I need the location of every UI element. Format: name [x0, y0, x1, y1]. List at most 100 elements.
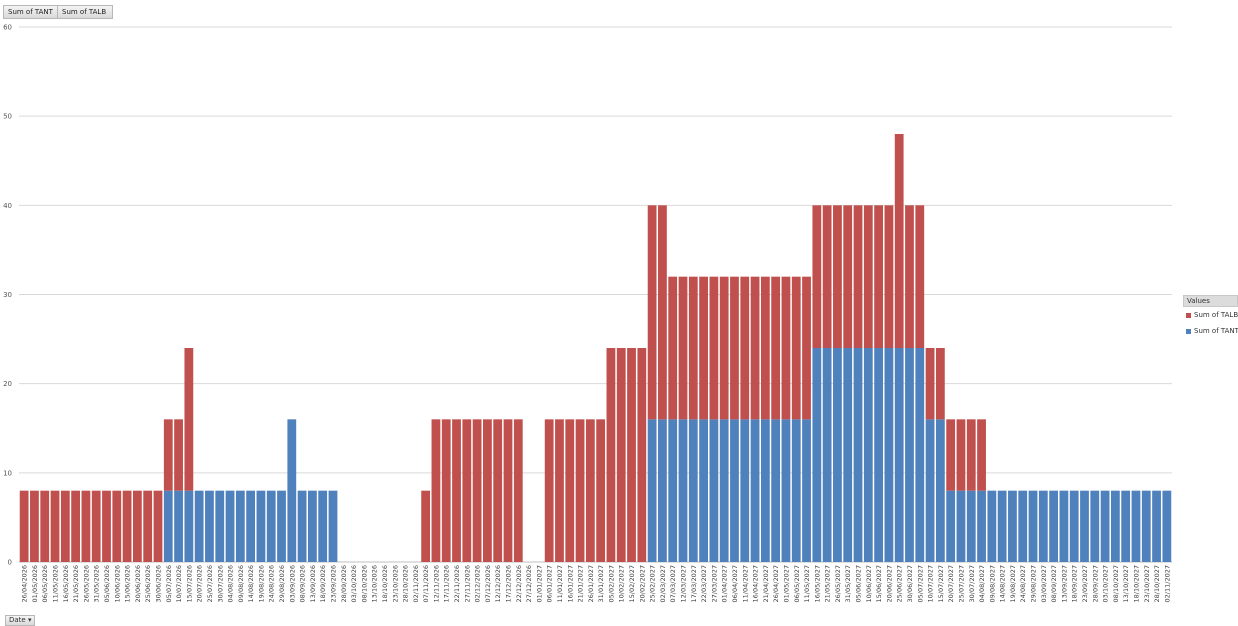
- bar-tant[interactable]: [308, 490, 317, 562]
- bar-talb[interactable]: [935, 348, 945, 420]
- bar-tant[interactable]: [1141, 490, 1151, 562]
- legend-item-talb[interactable]: Sum of TALB: [1183, 307, 1238, 323]
- bar-talb[interactable]: [884, 205, 894, 348]
- bar-talb[interactable]: [441, 419, 451, 562]
- bar-tant[interactable]: [1069, 490, 1079, 562]
- bar-tant[interactable]: [709, 419, 719, 562]
- bar-talb[interactable]: [781, 276, 791, 420]
- bar-tant[interactable]: [297, 490, 307, 562]
- bar-talb[interactable]: [616, 348, 626, 562]
- bar-tant[interactable]: [935, 419, 945, 562]
- bar-tant[interactable]: [215, 490, 225, 562]
- bar-talb[interactable]: [102, 490, 111, 562]
- bar-tant[interactable]: [1131, 490, 1141, 562]
- bar-talb[interactable]: [719, 276, 729, 420]
- bar-tant[interactable]: [874, 348, 883, 562]
- bar-talb[interactable]: [462, 419, 472, 562]
- bar-tant[interactable]: [1059, 490, 1069, 562]
- date-axis-field-button[interactable]: Date ▾: [5, 615, 36, 626]
- bar-tant[interactable]: [884, 348, 894, 562]
- bar-talb[interactable]: [668, 276, 678, 420]
- bar-tant[interactable]: [760, 419, 770, 562]
- bar-tant[interactable]: [688, 419, 698, 562]
- bar-tant[interactable]: [781, 419, 791, 562]
- bar-talb[interactable]: [30, 490, 39, 562]
- bar-talb[interactable]: [163, 419, 173, 491]
- bar-tant[interactable]: [668, 419, 678, 562]
- bar-talb[interactable]: [658, 205, 667, 420]
- bar-talb[interactable]: [678, 276, 688, 420]
- bar-talb[interactable]: [132, 490, 142, 562]
- bar-tant[interactable]: [987, 490, 997, 562]
- bar-talb[interactable]: [40, 490, 50, 562]
- bar-tant[interactable]: [812, 348, 822, 562]
- bar-tant[interactable]: [277, 490, 286, 562]
- bar-tant[interactable]: [163, 490, 173, 562]
- bar-tant[interactable]: [194, 490, 204, 562]
- bar-tant[interactable]: [894, 348, 904, 562]
- bar-talb[interactable]: [791, 276, 801, 420]
- bar-tant[interactable]: [205, 490, 214, 562]
- bar-tant[interactable]: [256, 490, 266, 562]
- bar-talb[interactable]: [843, 205, 853, 348]
- bar-tant[interactable]: [1049, 490, 1058, 562]
- bar-talb[interactable]: [431, 419, 441, 562]
- bar-talb[interactable]: [915, 205, 925, 348]
- bar-talb[interactable]: [750, 276, 760, 420]
- bar-talb[interactable]: [946, 419, 956, 491]
- bar-talb[interactable]: [688, 276, 698, 420]
- bar-tant[interactable]: [915, 348, 925, 562]
- bar-tant[interactable]: [1152, 490, 1161, 562]
- bar-talb[interactable]: [606, 348, 616, 562]
- bar-tant[interactable]: [1162, 490, 1172, 562]
- bar-tant[interactable]: [771, 419, 781, 562]
- bar-tant[interactable]: [1008, 490, 1017, 562]
- bar-tant[interactable]: [1028, 490, 1038, 562]
- bar-tant[interactable]: [1121, 490, 1131, 562]
- bar-tant[interactable]: [1038, 490, 1048, 562]
- bar-talb[interactable]: [822, 205, 832, 348]
- bar-tant[interactable]: [235, 490, 245, 562]
- bar-tant[interactable]: [750, 419, 760, 562]
- bar-talb[interactable]: [905, 205, 914, 348]
- bar-tant[interactable]: [997, 490, 1007, 562]
- bar-talb[interactable]: [863, 205, 873, 348]
- bar-talb[interactable]: [503, 419, 513, 562]
- bar-talb[interactable]: [699, 276, 708, 420]
- bar-talb[interactable]: [647, 205, 657, 420]
- bar-talb[interactable]: [50, 490, 60, 562]
- bar-talb[interactable]: [596, 419, 606, 562]
- sum-of-talb-field-button[interactable]: Sum of TALB: [57, 5, 113, 19]
- bar-talb[interactable]: [71, 490, 81, 562]
- bar-talb[interactable]: [421, 490, 431, 562]
- bar-tant[interactable]: [266, 490, 276, 562]
- bar-talb[interactable]: [740, 276, 750, 420]
- bar-talb[interactable]: [585, 419, 595, 562]
- bar-tant[interactable]: [833, 348, 842, 562]
- bar-tant[interactable]: [925, 419, 935, 562]
- bar-talb[interactable]: [575, 419, 585, 562]
- bar-talb[interactable]: [91, 490, 101, 562]
- bar-tant[interactable]: [863, 348, 873, 562]
- bar-talb[interactable]: [493, 419, 503, 562]
- bar-talb[interactable]: [81, 490, 91, 562]
- bar-tant[interactable]: [246, 490, 256, 562]
- bar-talb[interactable]: [925, 348, 935, 420]
- bar-talb[interactable]: [833, 205, 842, 348]
- bar-talb[interactable]: [709, 276, 719, 420]
- bar-talb[interactable]: [853, 205, 863, 348]
- bar-talb[interactable]: [184, 348, 194, 491]
- bar-talb[interactable]: [19, 490, 29, 562]
- bar-tant[interactable]: [1018, 490, 1028, 562]
- bar-talb[interactable]: [513, 419, 523, 562]
- bar-tant[interactable]: [740, 419, 750, 562]
- bar-tant[interactable]: [905, 348, 914, 562]
- bar-tant[interactable]: [1080, 490, 1089, 562]
- bar-tant[interactable]: [730, 419, 739, 562]
- bar-tant[interactable]: [287, 419, 297, 562]
- bar-tant[interactable]: [699, 419, 708, 562]
- bar-talb[interactable]: [874, 205, 883, 348]
- bar-tant[interactable]: [647, 419, 657, 562]
- bar-tant[interactable]: [719, 419, 729, 562]
- bar-talb[interactable]: [555, 419, 564, 562]
